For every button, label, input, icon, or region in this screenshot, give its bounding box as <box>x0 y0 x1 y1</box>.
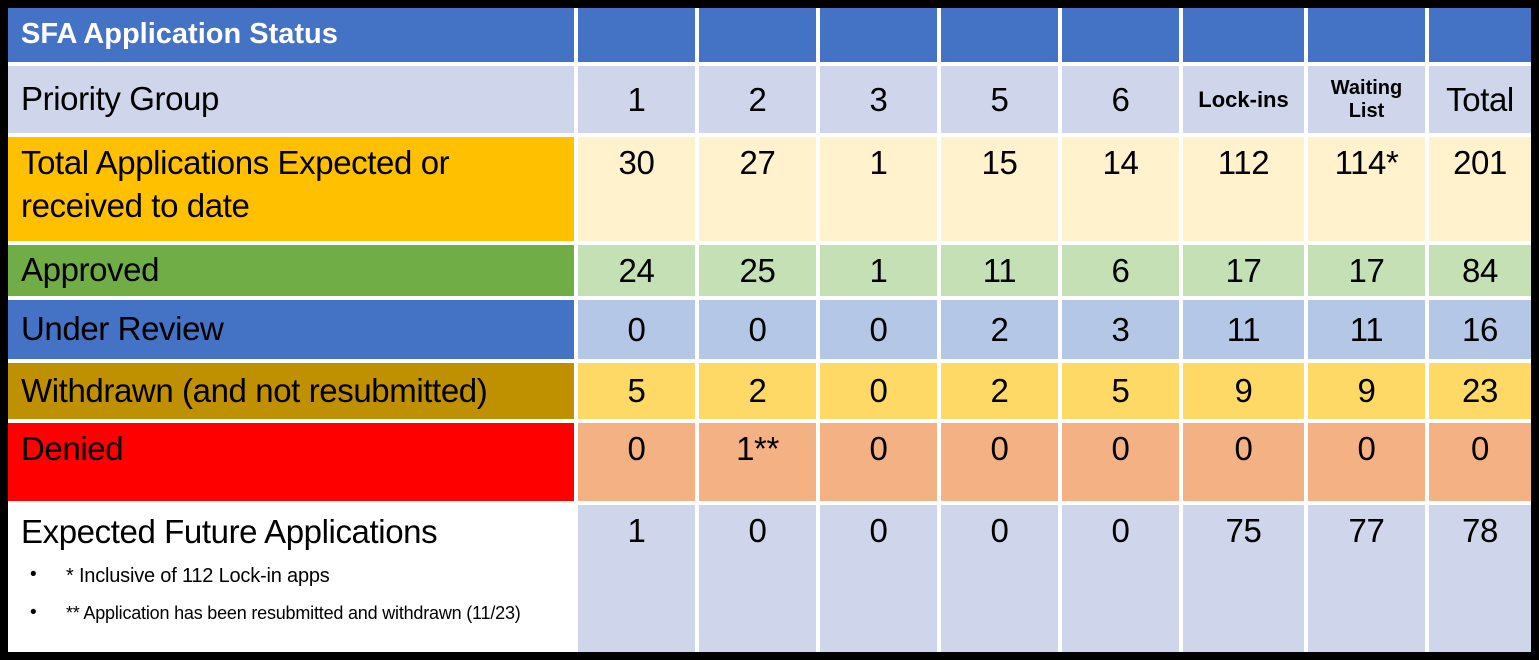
data-cell: 2 <box>941 363 1058 419</box>
data-cell: 2 <box>699 363 816 419</box>
data-cell: 5 <box>578 363 695 419</box>
row-label-withdrawn: Withdrawn (and not resubmitted) <box>8 363 574 419</box>
data-cell: 25 <box>699 245 816 296</box>
data-cell: 1 <box>820 245 937 296</box>
data-cell: 0 <box>820 423 937 501</box>
column-header-1: 1 <box>578 66 695 133</box>
row-expected-future: Expected Future Applications • * Inclusi… <box>8 505 1531 652</box>
data-cell: 0 <box>699 300 816 359</box>
column-header-lock-ins: Lock-ins <box>1183 66 1304 133</box>
data-cell: 2 <box>941 300 1058 359</box>
data-cell: 6 <box>1062 245 1179 296</box>
data-cell: 112 <box>1183 137 1304 241</box>
table-title: SFA Application Status <box>8 8 574 62</box>
footnote-resubmitted: • ** Application has been resubmitted an… <box>8 601 563 626</box>
data-cell: 0 <box>578 423 695 501</box>
data-cell: 84 <box>1429 245 1531 296</box>
row-label-expected-future: Expected Future Applications • * Inclusi… <box>8 505 574 652</box>
data-cell: 11 <box>941 245 1058 296</box>
data-cell: 0 <box>699 505 816 652</box>
data-cell: 0 <box>820 505 937 652</box>
data-cell: 17 <box>1308 245 1425 296</box>
row-total-applications: Total Applications Expected or received … <box>8 137 1531 241</box>
data-cell: 114* <box>1308 137 1425 241</box>
data-cell: 17 <box>1183 245 1304 296</box>
column-header-2: 2 <box>699 66 816 133</box>
data-cell: 0 <box>941 505 1058 652</box>
data-cell: 5 <box>1062 363 1179 419</box>
data-cell: 24 <box>578 245 695 296</box>
row-label-denied: Denied <box>8 423 574 501</box>
title-spacer-cell <box>1429 8 1531 62</box>
data-cell: 27 <box>699 137 816 241</box>
data-cell: 0 <box>820 300 937 359</box>
footnote-text: ** Application has been resubmitted and … <box>66 603 521 624</box>
data-cell: 0 <box>820 363 937 419</box>
data-cell: 15 <box>941 137 1058 241</box>
data-cell: 9 <box>1183 363 1304 419</box>
row-withdrawn: Withdrawn (and not resubmitted) 5 2 0 2 … <box>8 363 1531 419</box>
expected-future-label: Expected Future Applications <box>21 513 438 550</box>
data-cell: 14 <box>1062 137 1179 241</box>
table-title-text: SFA Application Status <box>21 18 338 51</box>
title-spacer-cell <box>1062 8 1179 62</box>
footnote-text: * Inclusive of 112 Lock-in apps <box>66 565 330 588</box>
priority-group-label: Priority Group <box>8 66 574 133</box>
title-spacer-cell <box>699 8 816 62</box>
title-spacer-cell <box>1308 8 1425 62</box>
data-cell: 0 <box>1062 505 1179 652</box>
data-cell: 23 <box>1429 363 1531 419</box>
data-cell: 0 <box>1308 423 1425 501</box>
data-cell: 9 <box>1308 363 1425 419</box>
footnote-lock-in-apps: • * Inclusive of 112 Lock-in apps <box>8 563 372 590</box>
data-cell: 30 <box>578 137 695 241</box>
data-cell: 201 <box>1429 137 1531 241</box>
title-spacer-cell <box>578 8 695 62</box>
column-header-6: 6 <box>1062 66 1179 133</box>
row-label-under-review: Under Review <box>8 300 574 359</box>
data-cell: 0 <box>578 300 695 359</box>
title-spacer-cell <box>941 8 1058 62</box>
bullet-icon: • <box>30 564 37 586</box>
title-spacer-cell <box>820 8 937 62</box>
data-cell: 77 <box>1308 505 1425 652</box>
column-header-3: 3 <box>820 66 937 133</box>
data-cell: 11 <box>1308 300 1425 359</box>
data-cell: 11 <box>1183 300 1304 359</box>
column-header-total: Total <box>1429 66 1531 133</box>
data-cell: 78 <box>1429 505 1531 652</box>
bullet-icon: • <box>30 602 37 624</box>
data-cell: 75 <box>1183 505 1304 652</box>
row-label-total-applications: Total Applications Expected or received … <box>8 137 574 241</box>
data-cell: 1 <box>820 137 937 241</box>
data-cell: 0 <box>1429 423 1531 501</box>
data-cell: 16 <box>1429 300 1531 359</box>
title-spacer-cell <box>1183 8 1304 62</box>
column-header-waiting-list: Waiting List <box>1308 66 1425 133</box>
data-cell: 0 <box>1183 423 1304 501</box>
row-denied: Denied 0 1** 0 0 0 0 0 0 <box>8 423 1531 501</box>
row-approved: Approved 24 25 1 11 6 17 17 84 <box>8 245 1531 296</box>
priority-group-row: Priority Group 1 2 3 5 6 Lock-ins Waitin… <box>8 66 1531 133</box>
data-cell: 0 <box>1062 423 1179 501</box>
title-row: SFA Application Status <box>8 8 1531 62</box>
row-label-approved: Approved <box>8 245 574 296</box>
data-cell: 0 <box>941 423 1058 501</box>
row-under-review: Under Review 0 0 0 2 3 11 11 16 <box>8 300 1531 359</box>
column-header-5: 5 <box>941 66 1058 133</box>
data-cell: 3 <box>1062 300 1179 359</box>
data-cell: 1** <box>699 423 816 501</box>
data-cell: 1 <box>578 505 695 652</box>
